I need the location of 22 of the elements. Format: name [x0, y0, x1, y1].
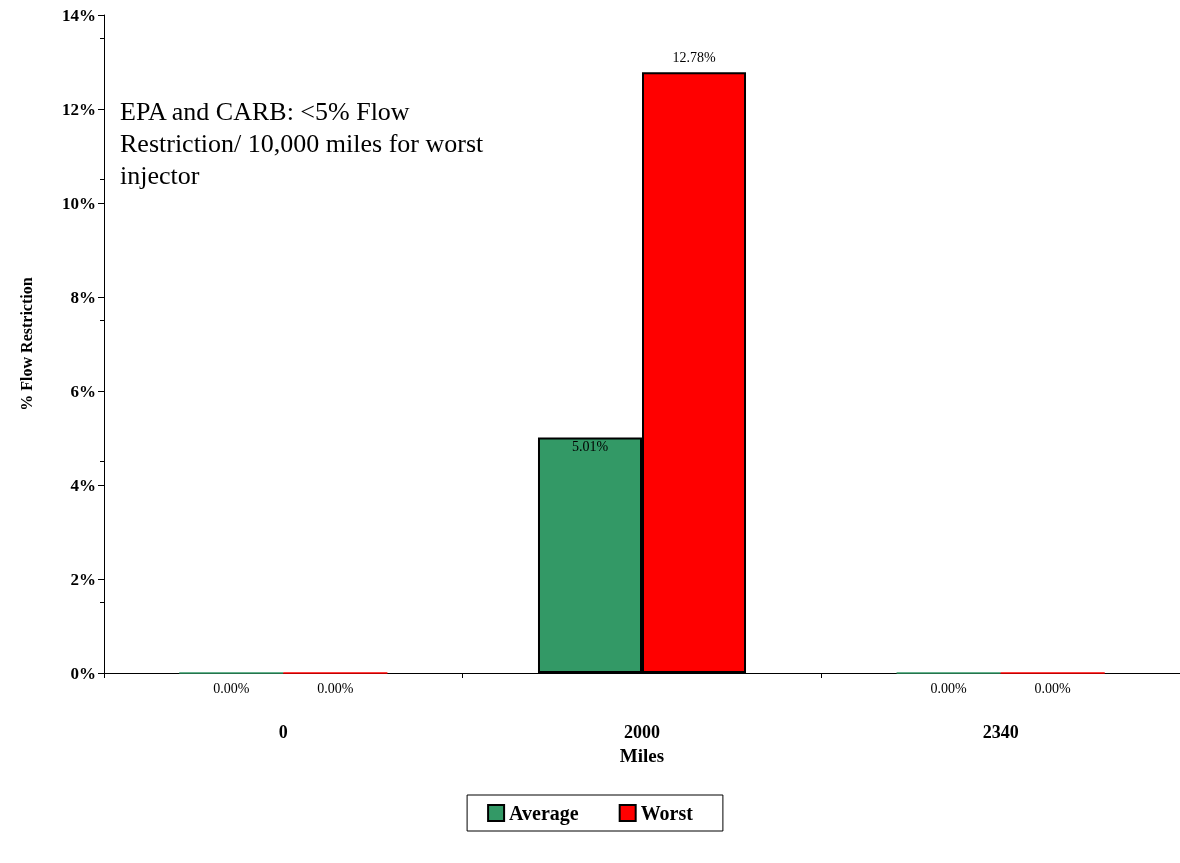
y-tick-label: 14%	[62, 5, 96, 25]
x-tick-label: 2340	[982, 722, 1019, 742]
x-axis-title: Miles	[619, 744, 665, 766]
x-tick-label: 2000	[624, 722, 660, 742]
y-tick-label: 8%	[70, 287, 96, 307]
y-axis-title: % Flow Restriction	[17, 277, 35, 411]
y-tick-label: 6%	[70, 381, 96, 401]
data-label: 5.01%	[571, 439, 609, 455]
y-tick-label: 10%	[62, 193, 96, 213]
annotation: EPA and CARB: <5% Flow Restriction/ 10,000 miles for worst injector	[120, 96, 490, 190]
y-tick-label: 0%	[70, 663, 96, 683]
y-tick-label: 12%	[62, 99, 96, 119]
data-label: 0.00%	[213, 681, 250, 696]
data-label: 12.78%	[672, 49, 716, 65]
y-tick-label: 4%	[70, 475, 96, 495]
data-label: 0.00%	[1034, 681, 1072, 696]
legend-label: Average	[509, 802, 579, 825]
data-label: 0.00%	[930, 681, 968, 696]
legend-label: Worst	[640, 802, 694, 824]
y-tick-label: 2%	[70, 569, 96, 589]
data-label: 0.00%	[317, 681, 354, 696]
x-tick-label: 0	[278, 722, 288, 742]
